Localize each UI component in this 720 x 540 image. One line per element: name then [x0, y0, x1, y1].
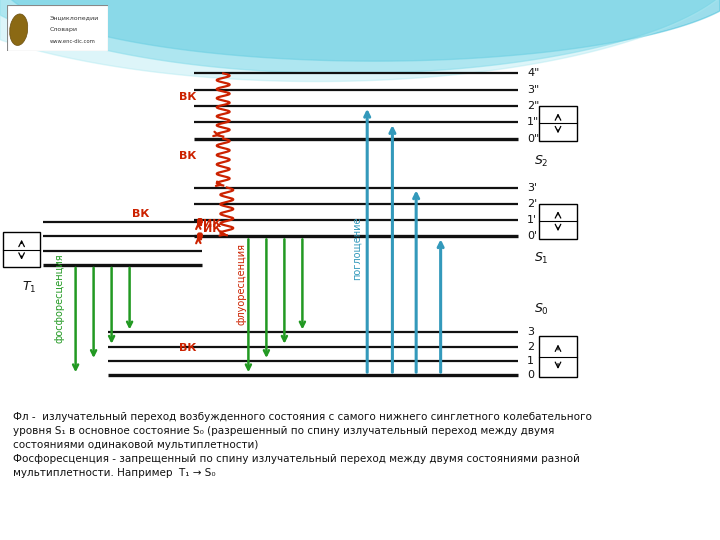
Text: 3': 3'	[527, 183, 537, 193]
Text: 2: 2	[527, 341, 534, 352]
Text: 0": 0"	[527, 133, 539, 144]
Text: ВК: ВК	[179, 151, 196, 161]
Text: Фл -  излучательный переход возбужденного состояния с самого нижнего синглетного: Фл - излучательный переход возбужденного…	[13, 411, 592, 478]
Text: $S_0$: $S_0$	[534, 302, 549, 318]
Text: ВК: ВК	[179, 342, 196, 353]
Text: 1: 1	[527, 356, 534, 366]
Text: 2': 2'	[527, 199, 537, 209]
Text: $S_1$: $S_1$	[534, 251, 549, 266]
Text: 4": 4"	[527, 69, 539, 78]
Text: $T_1$: $T_1$	[22, 280, 36, 295]
Ellipse shape	[9, 14, 28, 45]
Text: флуоресценция: флуоресценция	[236, 244, 246, 326]
Text: 1': 1'	[527, 215, 537, 225]
Text: поглощение: поглощение	[351, 217, 361, 280]
Bar	[539, 204, 577, 239]
Text: Энциклопедии: Энциклопедии	[50, 16, 99, 21]
Text: 0': 0'	[527, 232, 537, 241]
Text: ВК: ВК	[132, 209, 149, 219]
Text: ИК: ИК	[203, 225, 222, 234]
Text: ИК: ИК	[203, 219, 222, 230]
Text: 1": 1"	[527, 117, 539, 127]
Text: ВК: ВК	[179, 92, 196, 102]
Bar	[539, 106, 577, 140]
Text: 0: 0	[527, 370, 534, 380]
Text: $S_2$: $S_2$	[534, 153, 549, 168]
Text: 2": 2"	[527, 101, 539, 111]
Bar	[539, 336, 577, 377]
Text: 3: 3	[527, 327, 534, 338]
Text: фосфоресценция: фосфоресценция	[54, 254, 64, 343]
Text: www.enc-dic.com: www.enc-dic.com	[50, 39, 96, 44]
Text: Словари: Словари	[50, 28, 78, 32]
Bar	[3, 232, 40, 267]
Text: 3": 3"	[527, 85, 539, 94]
